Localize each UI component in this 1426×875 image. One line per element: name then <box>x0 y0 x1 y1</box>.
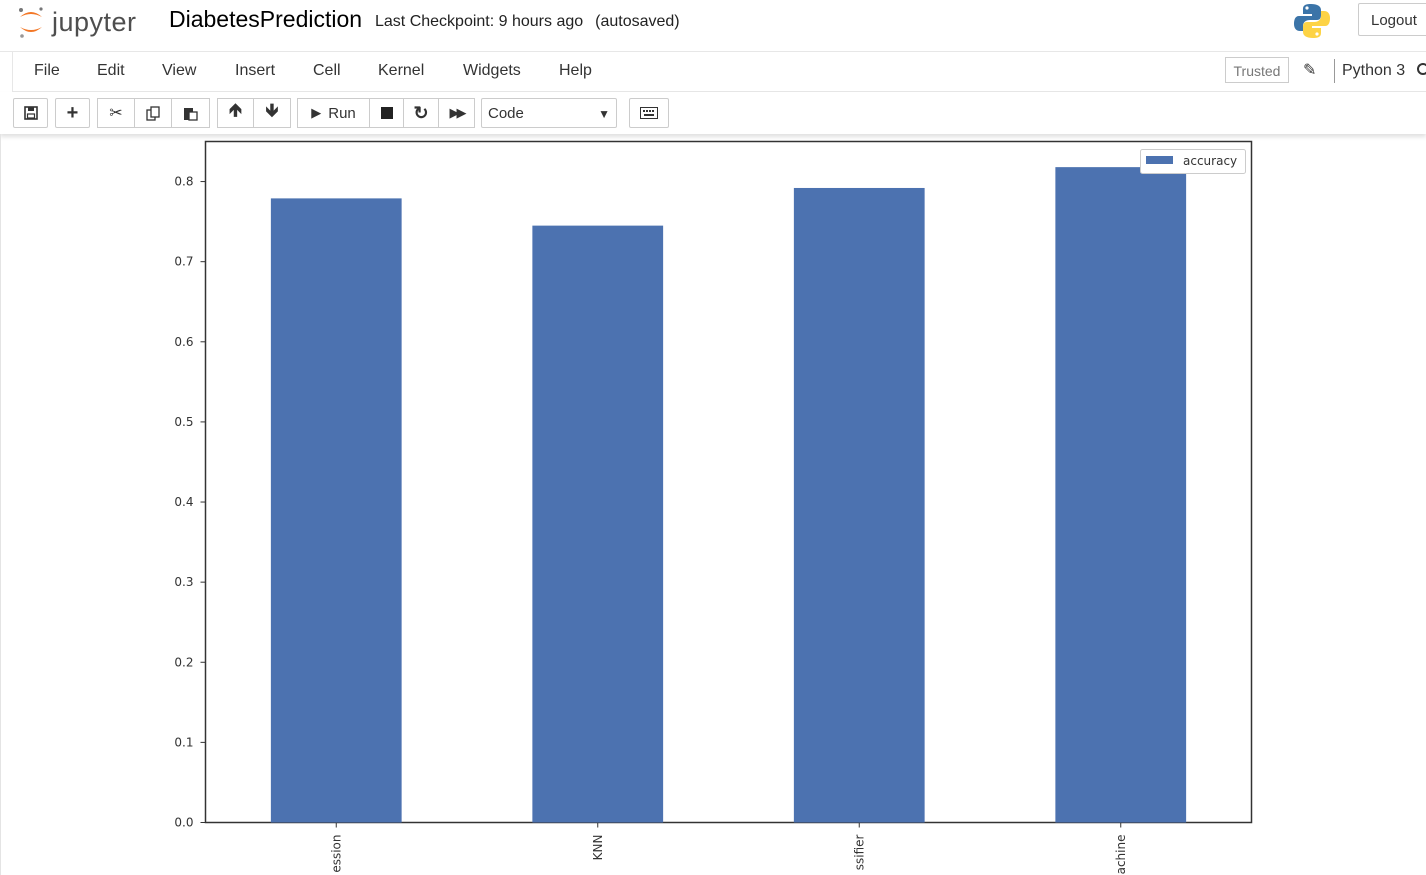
run-label: Run <box>328 104 356 122</box>
restart-run-all-button[interactable]: ▶▶ <box>438 98 475 128</box>
x-tick-label: KNN <box>591 835 605 861</box>
legend-box <box>1140 149 1246 174</box>
y-tick-label: 0.2 <box>174 655 193 669</box>
menu-cell[interactable]: Cell <box>313 62 341 79</box>
paste-button[interactable] <box>171 98 210 128</box>
y-axis: 0.0 0.1 0.2 0.3 0.4 0.5 0.6 0.7 0.8 <box>174 175 206 830</box>
kernel-separator <box>1334 59 1335 83</box>
menu-view[interactable]: View <box>162 62 197 79</box>
cell-type-select[interactable]: Code ▼ <box>481 98 617 128</box>
copy-button[interactable] <box>134 98 172 128</box>
bar <box>1055 167 1187 823</box>
play-icon: ▶ <box>311 105 322 120</box>
paste-icon <box>184 107 198 121</box>
arrow-down-icon: 🡻 <box>265 100 279 120</box>
copy-icon <box>145 105 160 121</box>
x-axis: ession KNN ssifier achine <box>329 822 1128 875</box>
notebook-header: jupyter DiabetesPrediction Last Checkpoi… <box>0 0 1426 52</box>
run-button[interactable]: ▶ Run <box>297 98 370 128</box>
python-logo-icon <box>1294 4 1330 38</box>
notebook-title[interactable]: DiabetesPrediction <box>169 6 363 32</box>
bar <box>270 198 402 823</box>
interrupt-kernel-button[interactable] <box>369 98 404 128</box>
y-tick-label: 0.5 <box>174 415 193 429</box>
legend-swatch <box>1146 156 1173 164</box>
notebook-content: 0.0 0.1 0.2 0.3 0.4 0.5 0.6 0.7 0.8 ession KNN ssi… <box>0 134 1426 875</box>
notebook-toolbar: + ✂ 🡹 🡻 ▶ Run ↻ ▶▶ Code ▼ <box>0 92 1426 134</box>
menu-widgets[interactable]: Widgets <box>463 62 521 79</box>
insert-cell-button[interactable]: + <box>55 98 90 128</box>
move-down-button[interactable]: 🡻 <box>253 98 291 128</box>
checkpoint-status: Last Checkpoint: 9 hours ago (autosaved) <box>375 13 680 31</box>
y-tick-label: 0.6 <box>174 335 193 349</box>
edit-pencil-icon[interactable]: ✎ <box>1303 62 1317 79</box>
chevron-down-icon: ▼ <box>598 107 610 121</box>
legend: accuracy <box>1140 149 1246 174</box>
restart-kernel-button[interactable]: ↻ <box>403 98 439 128</box>
x-tick-label: ession <box>329 835 343 873</box>
autosaved-text: (autosaved) <box>595 13 680 30</box>
y-tick-label: 0.7 <box>174 255 193 269</box>
command-palette-button[interactable] <box>629 98 669 128</box>
move-up-button[interactable]: 🡹 <box>217 98 254 128</box>
menu-edit[interactable]: Edit <box>97 62 125 79</box>
jupyter-logo[interactable]: jupyter <box>16 4 137 40</box>
y-tick-label: 0.4 <box>174 495 193 509</box>
logo-text: jupyter <box>52 6 137 37</box>
legend-label: accuracy <box>1183 154 1237 168</box>
y-tick-label: 0.1 <box>174 735 193 749</box>
y-tick-label: 0.3 <box>174 575 193 589</box>
accuracy-bar-chart: 0.0 0.1 0.2 0.3 0.4 0.5 0.6 0.7 0.8 ession KNN ssi… <box>174 140 1253 875</box>
x-tick-label: achine <box>1114 835 1128 875</box>
logout-button[interactable]: Logout <box>1358 3 1426 36</box>
fast-forward-icon: ▶▶ <box>449 105 467 120</box>
keyboard-icon <box>640 107 658 119</box>
x-tick-label: ssifier <box>852 834 866 870</box>
jupyter-logo-icon <box>19 7 43 38</box>
trusted-indicator[interactable]: Trusted <box>1225 57 1289 83</box>
menu-bar: File Edit View Insert Cell Kernel Widget… <box>12 52 1426 92</box>
menu-insert[interactable]: Insert <box>235 62 276 79</box>
menu-help[interactable]: Help <box>559 62 592 79</box>
bar <box>532 225 664 823</box>
bar <box>793 187 925 823</box>
kernel-idle-icon <box>1417 63 1426 75</box>
scissors-icon: ✂ <box>109 105 123 122</box>
cut-button[interactable]: ✂ <box>97 98 135 128</box>
y-tick-label: 0.8 <box>174 175 193 189</box>
menu-file[interactable]: File <box>34 62 60 79</box>
plus-icon: + <box>66 102 79 124</box>
kernel-name[interactable]: Python 3 <box>1342 62 1406 79</box>
menu-kernel[interactable]: Kernel <box>378 62 425 79</box>
save-button[interactable] <box>13 98 48 128</box>
cell-type-value: Code <box>488 105 524 122</box>
y-tick-label: 0.0 <box>174 816 193 830</box>
checkpoint-text: Last Checkpoint: 9 hours ago <box>375 13 584 30</box>
arrow-up-icon: 🡹 <box>229 100 242 120</box>
bars <box>270 167 1187 823</box>
stop-icon <box>380 107 393 119</box>
save-icon <box>23 106 38 120</box>
restart-icon: ↻ <box>413 102 429 123</box>
